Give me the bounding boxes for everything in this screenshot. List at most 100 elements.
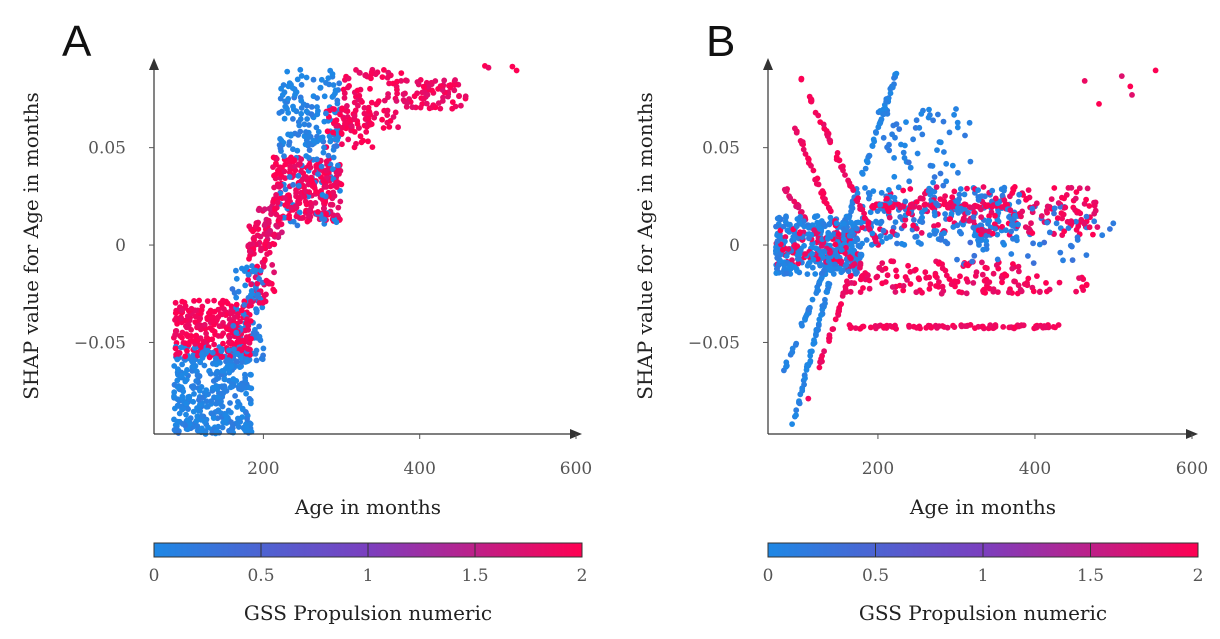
scatter-point: [332, 136, 339, 143]
scatter-point: [172, 345, 179, 352]
scatter-point: [1052, 324, 1058, 331]
scatter-point: [245, 271, 252, 278]
scatter-point: [879, 260, 886, 266]
scatter-point: [344, 108, 351, 115]
scatter-point: [206, 354, 213, 361]
scatter-point: [794, 223, 800, 230]
scatter-point: [980, 246, 987, 253]
scatter-point: [841, 220, 847, 227]
scatter-point: [194, 337, 201, 344]
scatter-point: [985, 217, 992, 224]
scatter-point: [971, 252, 978, 259]
scatter-point: [900, 287, 907, 294]
scatter-point: [400, 97, 407, 103]
scatter-point: [799, 140, 805, 147]
scatter-point: [1051, 185, 1058, 191]
scatter-point: [991, 221, 998, 228]
scatter-point: [854, 269, 860, 276]
scatter-point: [1055, 200, 1062, 206]
scatter-point: [231, 346, 237, 353]
scatter-point: [209, 410, 216, 417]
scatter-point: [788, 262, 794, 268]
scatter-point: [906, 322, 912, 329]
scatter-point: [1061, 228, 1068, 235]
scatter-point: [323, 158, 330, 165]
scatter-point: [777, 227, 784, 234]
scatter-point: [318, 76, 325, 83]
scatter-point: [509, 63, 516, 70]
scatter-point: [201, 321, 208, 328]
scatter-point: [306, 207, 313, 214]
scatter-point: [798, 320, 805, 327]
scatter-point: [248, 335, 255, 342]
scatter-point: [227, 400, 233, 406]
scatter-point: [797, 214, 804, 220]
scatter-point: [235, 398, 241, 405]
scatter-point: [368, 69, 375, 75]
scatter-point: [864, 159, 871, 166]
scatter-point: [224, 326, 231, 332]
scatter-point: [1086, 203, 1093, 209]
scatter-point: [423, 100, 430, 107]
scatter-point: [940, 288, 947, 294]
scatter-point: [1000, 324, 1007, 330]
scatter-point: [876, 265, 883, 272]
scatter-point: [848, 228, 854, 235]
scatter-point: [813, 331, 819, 338]
scatter-point: [849, 205, 856, 212]
colorbar-ticks: 0 0.5 1 1.5 2: [763, 543, 1203, 586]
scatter-point: [293, 213, 300, 220]
scatter-point: [874, 208, 881, 215]
scatter-point: [425, 83, 432, 90]
scatter-point: [290, 146, 296, 153]
scatter-point: [237, 364, 243, 370]
scatter-point: [932, 212, 938, 219]
scatter-point: [834, 253, 840, 260]
scatter-point: [992, 195, 999, 202]
scatter-point: [975, 197, 982, 203]
scatter-point: [313, 124, 320, 131]
scatter-point: [891, 173, 898, 180]
scatter-point: [190, 385, 197, 392]
scatter-point: [883, 98, 890, 105]
scatter-point: [842, 262, 849, 269]
scatter-point: [956, 228, 963, 235]
scatter-point: [462, 93, 469, 100]
scatter-point: [893, 273, 900, 280]
scatter-point: [1046, 229, 1053, 236]
scatter-point: [826, 205, 833, 212]
scatter-point: [354, 87, 361, 94]
scatter-point: [869, 230, 876, 237]
scatter-point: [219, 346, 225, 353]
scatter-point: [830, 271, 837, 277]
scatter-point: [387, 72, 394, 79]
scatter-point: [219, 354, 226, 360]
scatter-point: [175, 384, 182, 391]
y-axis-title: SHAP value for Age in months: [19, 92, 43, 400]
scatter-point: [1038, 213, 1045, 219]
scatter-point: [820, 220, 827, 227]
scatter-point: [911, 217, 917, 223]
scatter-point: [330, 189, 337, 196]
scatter-point: [890, 122, 897, 129]
scatter-point: [917, 218, 923, 225]
colorbar-tick-label: 2: [577, 566, 588, 586]
scatter-point: [942, 267, 949, 274]
scatter-point: [910, 136, 916, 143]
scatter-point: [957, 186, 964, 192]
scatter-point: [286, 139, 293, 146]
scatter-point: [894, 240, 900, 247]
scatter-point: [975, 187, 981, 194]
scatter-point: [392, 109, 399, 116]
scatter-point: [229, 286, 236, 292]
y-axis-arrow: [763, 58, 773, 70]
scatter-point: [806, 235, 812, 242]
scatter-point: [795, 260, 801, 267]
scatter-point: [1013, 234, 1020, 241]
scatter-point: [888, 258, 895, 265]
scatter-point: [901, 155, 908, 161]
scatter-point: [239, 406, 246, 413]
scatter-point: [984, 265, 990, 272]
scatter-point: [846, 180, 853, 186]
scatter-point: [811, 227, 817, 234]
